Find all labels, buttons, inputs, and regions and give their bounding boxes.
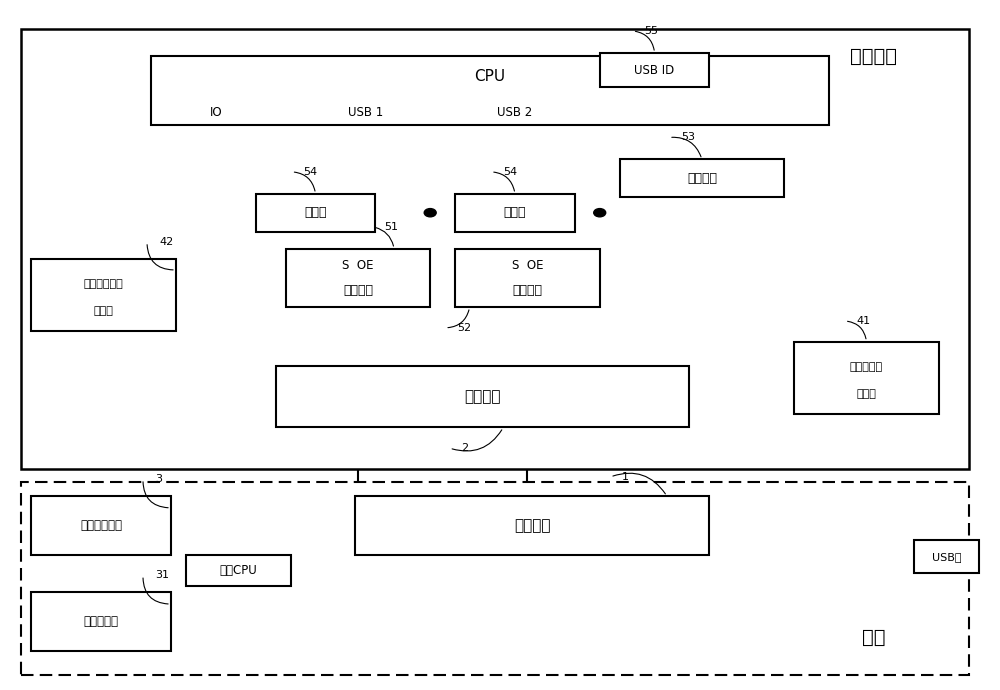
Text: S  OE: S OE xyxy=(512,259,543,272)
Bar xyxy=(276,366,689,428)
Bar xyxy=(455,249,600,307)
Text: 键盘: 键盘 xyxy=(862,628,886,647)
Text: USB口: USB口 xyxy=(932,552,961,562)
Circle shape xyxy=(594,208,606,217)
Text: 反相器: 反相器 xyxy=(304,206,327,219)
Text: 开合盖磁铁: 开合盖磁铁 xyxy=(84,615,119,628)
Text: 尔开关: 尔开关 xyxy=(857,388,876,399)
Text: 52: 52 xyxy=(457,323,471,333)
Bar xyxy=(256,194,375,232)
Text: 2: 2 xyxy=(461,443,469,453)
Text: 3: 3 xyxy=(155,474,162,484)
Text: 反插识别霍: 反插识别霍 xyxy=(850,362,883,372)
Text: 键盘CPU: 键盘CPU xyxy=(219,564,257,577)
Text: 反插识别磁铁: 反插识别磁铁 xyxy=(80,519,122,532)
Bar xyxy=(794,342,939,414)
Text: 55: 55 xyxy=(645,26,659,36)
Text: 开合盖检测霍: 开合盖检测霍 xyxy=(84,279,123,289)
Text: 平板电脑: 平板电脑 xyxy=(850,47,897,66)
Text: 接口公座: 接口公座 xyxy=(514,518,551,533)
Bar xyxy=(21,482,969,675)
Text: 31: 31 xyxy=(155,570,169,580)
Text: 54: 54 xyxy=(304,167,318,177)
Text: S  OE: S OE xyxy=(342,259,374,272)
Text: 42: 42 xyxy=(159,237,173,247)
Bar xyxy=(31,259,176,331)
Bar xyxy=(151,57,829,125)
Bar xyxy=(21,29,969,469)
Text: USB 1: USB 1 xyxy=(348,106,383,119)
Text: 第三开关: 第三开关 xyxy=(687,172,717,185)
Bar xyxy=(286,249,430,307)
Bar xyxy=(355,496,709,555)
Bar xyxy=(31,496,171,555)
Circle shape xyxy=(424,208,436,217)
Text: CPU: CPU xyxy=(474,70,506,84)
Bar xyxy=(600,53,709,88)
Text: 接口母座: 接口母座 xyxy=(464,389,501,404)
Text: 第一开关: 第一开关 xyxy=(343,284,373,297)
Text: USB ID: USB ID xyxy=(634,63,675,77)
Text: 尔开关: 尔开关 xyxy=(94,306,114,316)
Bar xyxy=(455,194,575,232)
Bar xyxy=(620,159,784,197)
Text: 54: 54 xyxy=(503,167,517,177)
Bar xyxy=(914,540,979,573)
Bar xyxy=(31,593,171,651)
Text: 1: 1 xyxy=(622,472,629,482)
Text: 41: 41 xyxy=(857,316,871,326)
Text: 第二开关: 第二开关 xyxy=(512,284,542,297)
Text: IO: IO xyxy=(209,106,222,119)
Text: 51: 51 xyxy=(384,221,398,232)
Text: 53: 53 xyxy=(681,132,695,142)
Text: USB 2: USB 2 xyxy=(497,106,533,119)
Text: 反相器: 反相器 xyxy=(504,206,526,219)
Bar xyxy=(186,555,291,586)
